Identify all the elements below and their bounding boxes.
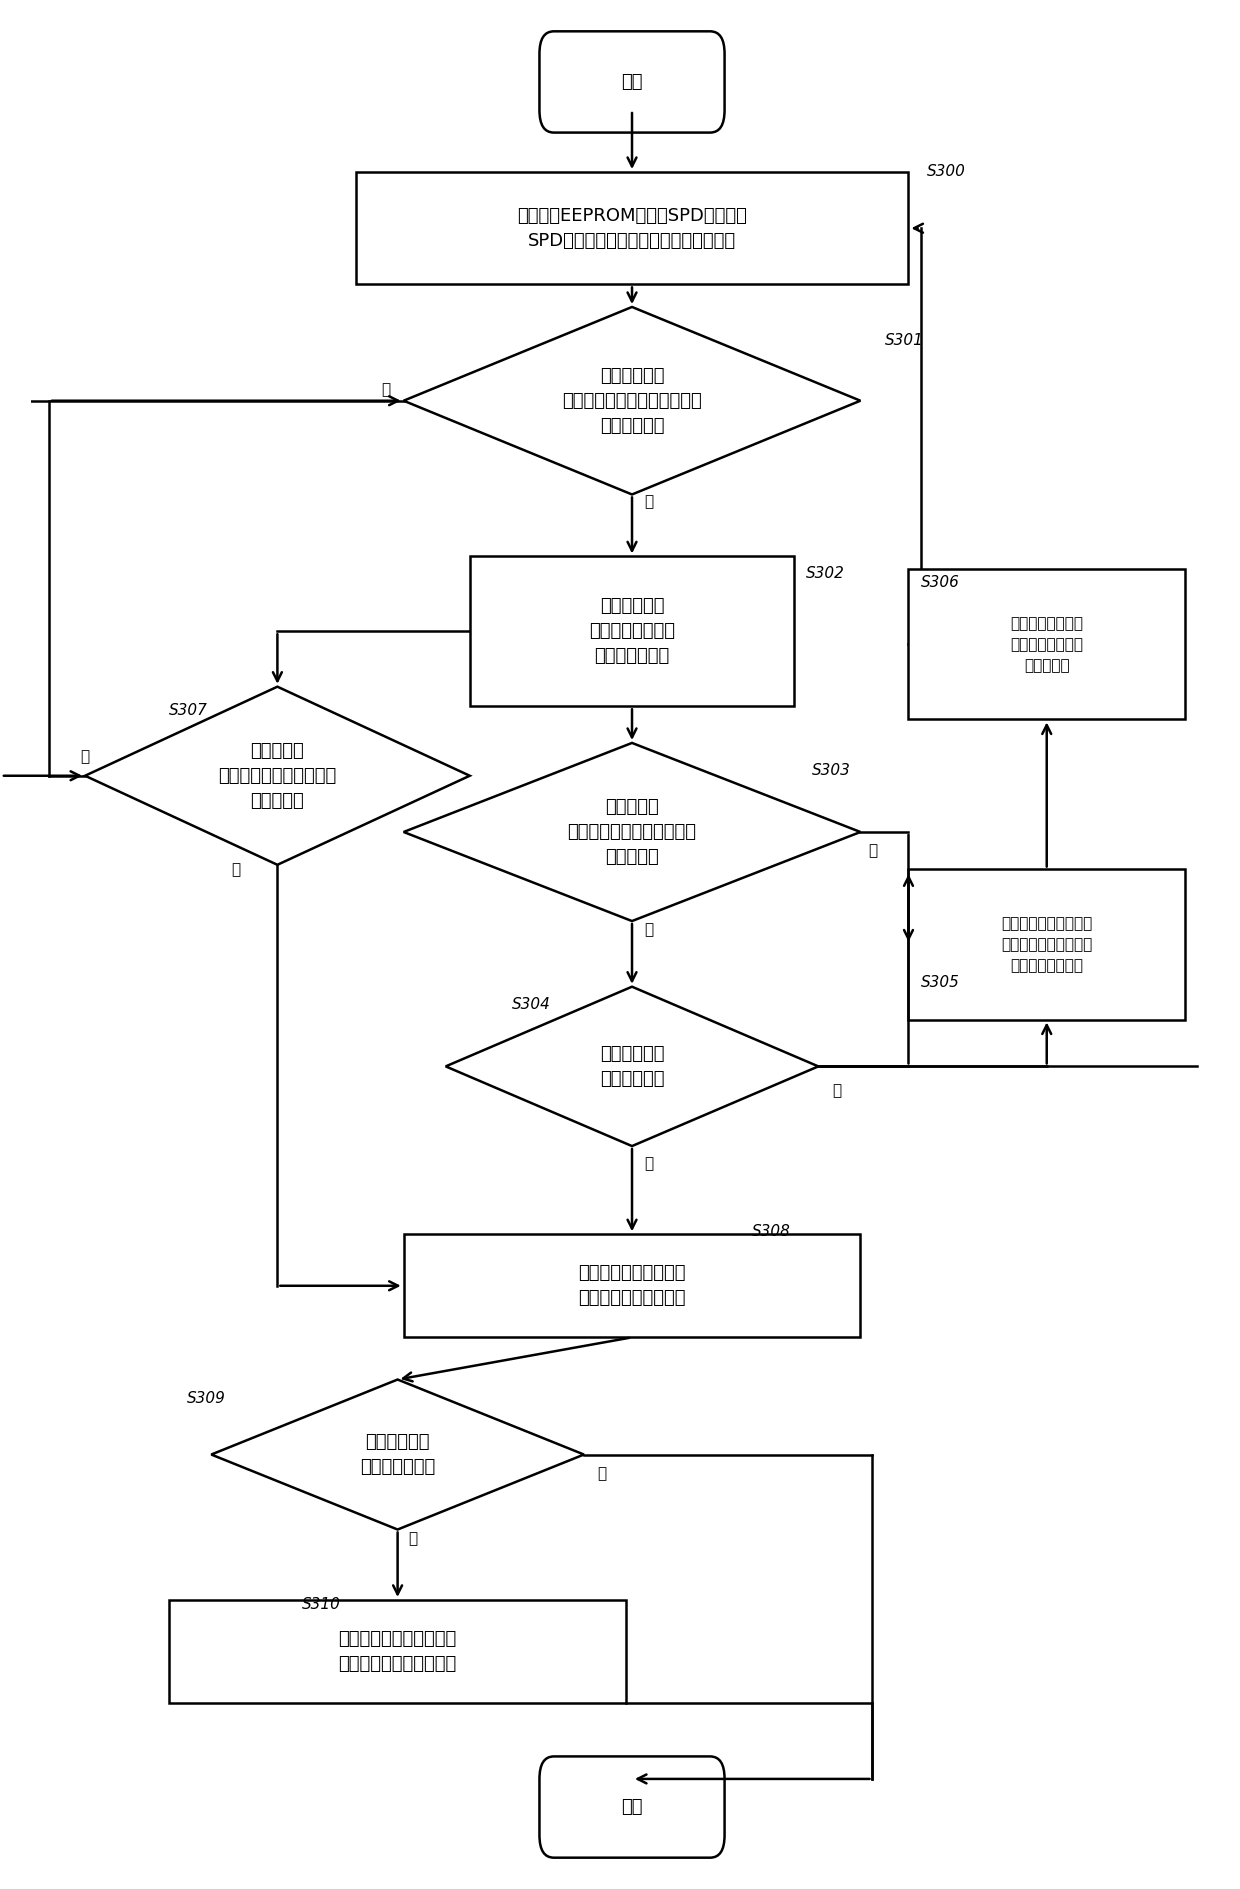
Text: 结束: 结束 <box>621 1798 642 1815</box>
Text: S306: S306 <box>920 574 960 589</box>
Text: S303: S303 <box>812 763 851 778</box>
Text: S309: S309 <box>187 1390 226 1405</box>
Text: S300: S300 <box>926 164 966 179</box>
Text: S307: S307 <box>169 703 208 718</box>
Bar <box>356 172 909 285</box>
Text: 否: 否 <box>231 861 239 876</box>
Text: 以调整后的配置信
息对内存的各项参
数进行设置: 以调整后的配置信 息对内存的各项参 数进行设置 <box>1011 616 1084 672</box>
Bar <box>909 869 1185 1020</box>
Text: 否: 否 <box>598 1466 606 1481</box>
Text: 以默认的方式提示使用
者内存初始化过程出错: 以默认的方式提示使用 者内存初始化过程出错 <box>578 1264 686 1307</box>
Text: 否: 否 <box>868 842 877 858</box>
Text: 以预设的方式提示使用者
内存的配置信息被调整过: 以预设的方式提示使用者 内存的配置信息被调整过 <box>339 1630 456 1674</box>
Text: 开始: 开始 <box>621 74 642 91</box>
Polygon shape <box>403 306 861 495</box>
Text: 是: 是 <box>645 495 653 510</box>
Text: 是: 是 <box>645 1156 653 1171</box>
Text: S308: S308 <box>753 1224 791 1239</box>
Polygon shape <box>86 688 470 865</box>
Polygon shape <box>403 742 861 922</box>
Bar <box>403 1234 861 1337</box>
Text: 否: 否 <box>381 382 391 397</box>
Text: 是: 是 <box>645 922 653 937</box>
Text: 试运行初始
化后的内存，并判断试运
行是否出错: 试运行初始 化后的内存，并判断试运 行是否出错 <box>218 742 336 810</box>
Text: S301: S301 <box>884 332 924 348</box>
Text: 是: 是 <box>81 750 89 765</box>
FancyBboxPatch shape <box>539 32 724 132</box>
Text: S304: S304 <box>512 997 551 1013</box>
Text: 降低内存的频率，并将
与读及写相关的各个参
数都设置为默认值: 降低内存的频率，并将 与读及写相关的各个参 数都设置为默认值 <box>1001 916 1092 973</box>
Text: S310: S310 <box>301 1596 340 1611</box>
Text: S302: S302 <box>806 565 846 580</box>
Polygon shape <box>211 1379 584 1530</box>
Bar <box>909 569 1185 720</box>
Text: 以预设的规则
调整与读或写相关
的各个参数的值: 以预设的规则 调整与读或写相关 的各个参数的值 <box>589 597 675 665</box>
Text: 调整后的与
读或写相关的各个参数是否
全是最大值: 调整后的与 读或写相关的各个参数是否 全是最大值 <box>568 797 697 865</box>
Text: S305: S305 <box>920 975 960 990</box>
Text: 内存的配置信
息是否被调整过: 内存的配置信 息是否被调整过 <box>360 1434 435 1475</box>
Text: 内存的当前频
率小于最低值: 内存的当前频 率小于最低值 <box>600 1045 665 1088</box>
Text: 否: 否 <box>832 1082 841 1098</box>
Text: 是: 是 <box>409 1532 418 1547</box>
Text: 从内存的EEPROM中获取SPD，并根据
SPD中的信息对内存的各个参数进行设置: 从内存的EEPROM中获取SPD，并根据 SPD中的信息对内存的各个参数进行设置 <box>517 206 746 249</box>
Bar <box>169 1600 626 1704</box>
Bar <box>470 557 795 706</box>
Text: 对设置后的内
存进行初始化，并判断内存初
始化是否出错: 对设置后的内 存进行初始化，并判断内存初 始化是否出错 <box>562 366 702 434</box>
FancyBboxPatch shape <box>539 1757 724 1857</box>
Polygon shape <box>445 986 818 1147</box>
